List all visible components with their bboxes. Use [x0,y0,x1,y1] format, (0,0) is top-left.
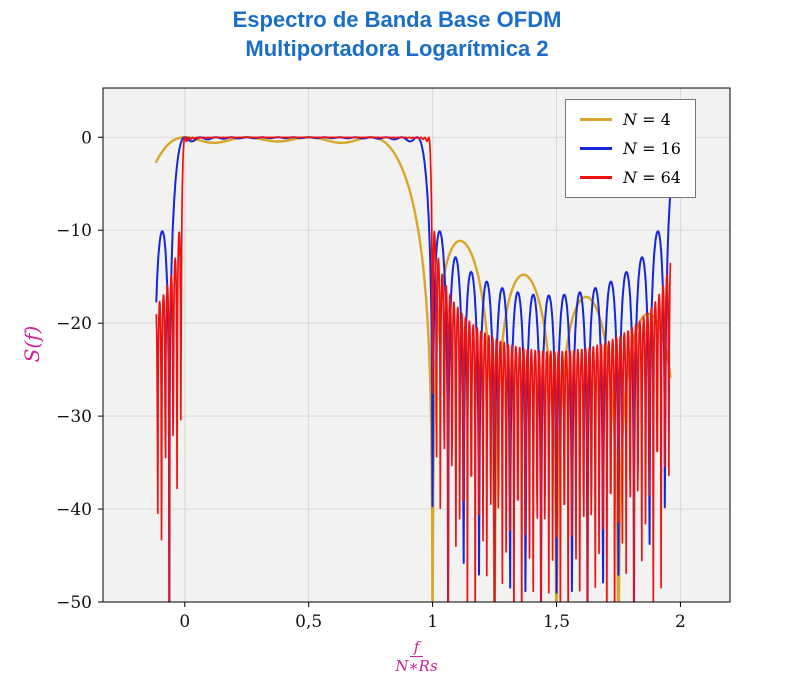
y-tick-label: −40 [56,500,92,520]
legend-item: N = 64 [580,168,681,187]
legend-line-sample [580,118,612,121]
chart-title: Espectro de Banda Base OFDM Multiportado… [0,6,794,63]
x-tick-label: 1 [427,612,438,632]
y-tick-label: −50 [56,593,92,613]
legend-label: N = 4 [623,110,671,129]
legend: N = 4 N = 16 N = 64 [565,99,696,198]
y-tick-label: 0 [81,128,92,148]
x-axis-label-fraction: f N∗Rs [393,638,439,675]
legend-label: N = 16 [623,139,681,158]
y-tick-label: −30 [56,407,92,427]
axis-frame [102,87,731,603]
y-tick-label: −20 [56,314,92,334]
legend-line-sample [580,147,612,150]
legend-item: N = 16 [580,139,681,158]
legend-label: N = 64 [623,168,681,187]
legend-line-sample [580,176,612,179]
x-tick-label: 0 [179,612,190,632]
series-line-n64 [155,136,672,602]
y-tick-label: −10 [56,221,92,241]
x-axis-label: f N∗Rs [103,638,730,675]
x-axis-label-denominator: N∗Rs [395,657,438,675]
legend-item: N = 4 [580,110,681,129]
y-axis-label: S(f) [20,325,44,363]
x-tick-label: 2 [675,612,686,632]
chart-title-line1: Espectro de Banda Base OFDM [232,7,562,32]
x-tick-label: 1,5 [543,612,570,632]
chart-title-line2: Multiportadora Logarítmica 2 [245,35,549,61]
x-axis-label-numerator: f [409,638,424,657]
x-tick-label: 0,5 [295,612,322,632]
